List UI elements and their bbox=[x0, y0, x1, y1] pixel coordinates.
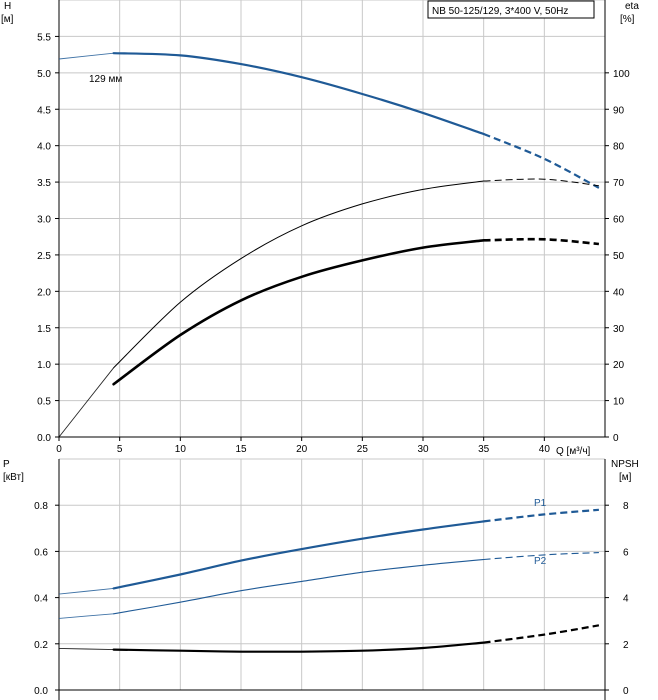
y2-tick-label: 100 bbox=[613, 69, 630, 80]
y-tick-label: 0.5 bbox=[37, 397, 51, 408]
npsh-tick-label: 6 bbox=[623, 547, 629, 558]
p-tick-label: 0.4 bbox=[34, 594, 48, 605]
y-tick-label: 3.0 bbox=[37, 215, 51, 226]
y-tick-label: 5.0 bbox=[37, 69, 51, 80]
x-tick-label: 25 bbox=[357, 444, 369, 455]
y2-tick-label: 70 bbox=[613, 178, 625, 189]
y2-tick-label: 10 bbox=[613, 397, 625, 408]
p1-curve-dashed-line bbox=[483, 508, 599, 523]
npsh-tick-label: 2 bbox=[623, 640, 629, 651]
top-chart-grid bbox=[58, 0, 605, 438]
p2-curve-line bbox=[113, 558, 485, 615]
bottom-left-axis-label: P bbox=[3, 459, 10, 470]
y2-tick-label: 40 bbox=[613, 287, 625, 298]
p-tick-label: 0.2 bbox=[34, 640, 48, 651]
bottom-chart-ticks: 0.0 0.2 0.4 0.6 0.8 0 2 4 6 8 bbox=[34, 459, 629, 700]
eta-thick-curve-line bbox=[112, 239, 485, 386]
y-tick-label: 1.5 bbox=[37, 324, 51, 335]
y2-tick-label: 20 bbox=[613, 360, 625, 371]
bottom-chart-curves bbox=[58, 508, 600, 653]
head-curve-lead-line bbox=[58, 52, 114, 60]
y2-tick-label: 80 bbox=[613, 142, 625, 153]
npsh-tick-label: 4 bbox=[623, 594, 629, 605]
p2-label: P2 bbox=[534, 556, 547, 567]
top-x-axis-label: Q [м³/ч] bbox=[556, 446, 591, 457]
top-right-axis-unit: [%] bbox=[620, 14, 635, 25]
top-left-axis-unit: [м] bbox=[1, 14, 14, 25]
eta-thick-curve-dashed-line bbox=[483, 237, 600, 246]
top-left-axis-label: H bbox=[4, 1, 11, 12]
y2-tick-label: 60 bbox=[613, 215, 625, 226]
eta-thin-curve-lead-line bbox=[58, 367, 114, 438]
top-right-axis-label: eta bbox=[625, 1, 639, 12]
bottom-left-axis-unit: [кВт] bbox=[3, 472, 24, 483]
y-tick-label: 0.0 bbox=[37, 433, 51, 444]
head-curve-line bbox=[112, 52, 485, 136]
npsh-curve-line bbox=[112, 641, 485, 653]
npsh-curve-lead-line bbox=[58, 647, 114, 651]
x-tick-label: 35 bbox=[478, 444, 490, 455]
title-text: NB 50-125/129, 3*400 V, 50Hz bbox=[432, 6, 568, 17]
y2-tick-label: 30 bbox=[613, 324, 625, 335]
x-tick-label: 10 bbox=[175, 444, 187, 455]
y-tick-label: 4.5 bbox=[37, 105, 51, 116]
npsh-tick-label: 0 bbox=[623, 686, 629, 697]
head-curve-label: 129 мм bbox=[89, 74, 122, 85]
title-box bbox=[427, 0, 595, 19]
p-tick-label: 0.8 bbox=[34, 501, 48, 512]
x-tick-label: 0 bbox=[56, 444, 62, 455]
npsh-curve-dashed-line bbox=[483, 624, 600, 644]
bottom-right-axis-unit: [м] bbox=[619, 472, 632, 483]
y-tick-label: 2.0 bbox=[37, 287, 51, 298]
p-tick-label: 0.0 bbox=[34, 686, 48, 697]
p1-label: P1 bbox=[534, 498, 547, 509]
y-tick-label: 2.5 bbox=[37, 251, 51, 262]
p2-curve-lead-line bbox=[58, 613, 114, 619]
y2-tick-label: 90 bbox=[613, 105, 625, 116]
x-tick-label: 20 bbox=[296, 444, 308, 455]
p2-curve-dashed-line bbox=[483, 552, 599, 561]
p1-curve-lead-line bbox=[58, 587, 114, 595]
top-chart-ticks: 0.0 0.5 1.0 1.5 2.0 2.5 3.0 3.5 4.0 4.5 5.0 5.5 0 10 2… bbox=[37, 0, 630, 455]
y-tick-label: 3.5 bbox=[37, 178, 51, 189]
y-tick-label: 4.0 bbox=[37, 142, 51, 153]
npsh-tick-label: 8 bbox=[623, 501, 629, 512]
head-curve-dashed-line bbox=[483, 132, 600, 189]
y-tick-label: 1.0 bbox=[37, 360, 51, 371]
x-tick-label: 15 bbox=[235, 444, 247, 455]
top-chart-curves bbox=[58, 52, 600, 438]
p1-curve-line bbox=[112, 520, 485, 590]
eta-thin-curve-dashed-line bbox=[483, 178, 599, 187]
y2-tick-label: 0 bbox=[613, 433, 619, 444]
bottom-chart-grid bbox=[58, 458, 605, 691]
x-tick-label: 5 bbox=[117, 444, 123, 455]
x-tick-label: 30 bbox=[417, 444, 429, 455]
p-tick-label: 0.6 bbox=[34, 547, 48, 558]
eta-thin-curve-line bbox=[113, 180, 485, 369]
bottom-right-axis-label: NPSH bbox=[611, 459, 639, 470]
x-tick-label: 40 bbox=[539, 444, 551, 455]
y2-tick-label: 50 bbox=[613, 251, 625, 262]
y-tick-label: 5.5 bbox=[37, 32, 51, 43]
